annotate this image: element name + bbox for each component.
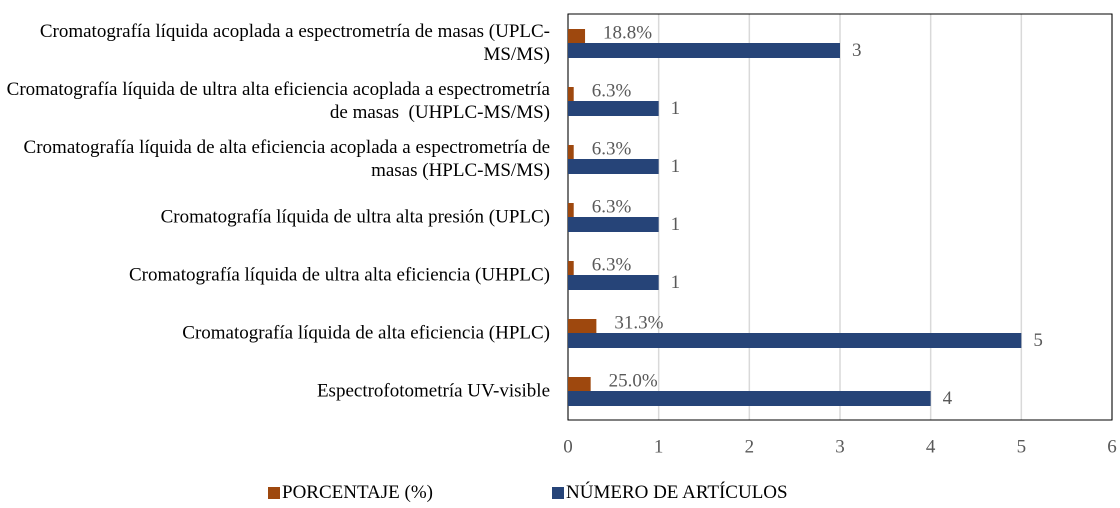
value-label: 5 — [1033, 330, 1043, 351]
value-label: 1 — [671, 272, 681, 293]
x-tick-label: 3 — [835, 436, 845, 457]
category-label: Cromatografía líquida de ultra alta pres… — [160, 206, 550, 228]
bar — [568, 377, 591, 391]
category-label: Cromatografía líquida de alta eficiencia… — [182, 322, 550, 344]
value-label: 6.3% — [592, 80, 632, 101]
x-tick-label: 6 — [1107, 436, 1117, 457]
bar — [568, 159, 659, 174]
bar — [568, 43, 840, 58]
x-tick-label: 5 — [1017, 436, 1027, 457]
bar — [568, 101, 659, 116]
category-label: Cromatografía líquida de ultra alta efic… — [6, 79, 555, 123]
bar — [568, 275, 659, 290]
value-label: 31.3% — [614, 312, 663, 333]
x-tick-label: 0 — [563, 436, 573, 457]
value-label: 18.8% — [603, 22, 652, 43]
bar — [568, 87, 574, 101]
bar — [568, 29, 586, 43]
legend-swatch — [268, 487, 280, 499]
value-label: 6.3% — [592, 196, 632, 217]
value-label: 6.3% — [592, 138, 632, 159]
x-tick-label: 2 — [745, 436, 755, 457]
bar — [568, 145, 574, 159]
bar — [568, 319, 597, 333]
bar — [568, 333, 1022, 348]
bar — [568, 261, 574, 275]
x-tick-label: 1 — [654, 436, 664, 457]
legend-label: NÚMERO DE ARTÍCULOS — [566, 482, 788, 503]
legend-item: NÚMERO DE ARTÍCULOS — [552, 482, 788, 504]
value-label: 6.3% — [592, 254, 632, 275]
legend-label: PORCENTAJE (%) — [282, 482, 433, 503]
category-label: Cromatografía líquida acoplada a espectr… — [39, 21, 550, 65]
category-label: Cromatografía líquida de alta eficiencia… — [23, 137, 555, 181]
bar — [568, 203, 574, 217]
value-label: 1 — [671, 214, 681, 235]
value-label: 1 — [671, 156, 681, 177]
value-label: 25.0% — [609, 370, 658, 391]
legend-item: PORCENTAJE (%) — [268, 482, 433, 504]
bar — [568, 391, 931, 406]
bar — [568, 217, 659, 232]
value-label: 3 — [852, 40, 862, 61]
category-label: Cromatografía líquida de ultra alta efic… — [128, 264, 550, 286]
value-label: 1 — [671, 98, 681, 119]
value-label: 4 — [943, 388, 953, 409]
x-tick-label: 4 — [926, 436, 936, 457]
category-label: Espectrofotometría UV-visible — [316, 380, 550, 402]
legend-swatch — [552, 487, 564, 499]
